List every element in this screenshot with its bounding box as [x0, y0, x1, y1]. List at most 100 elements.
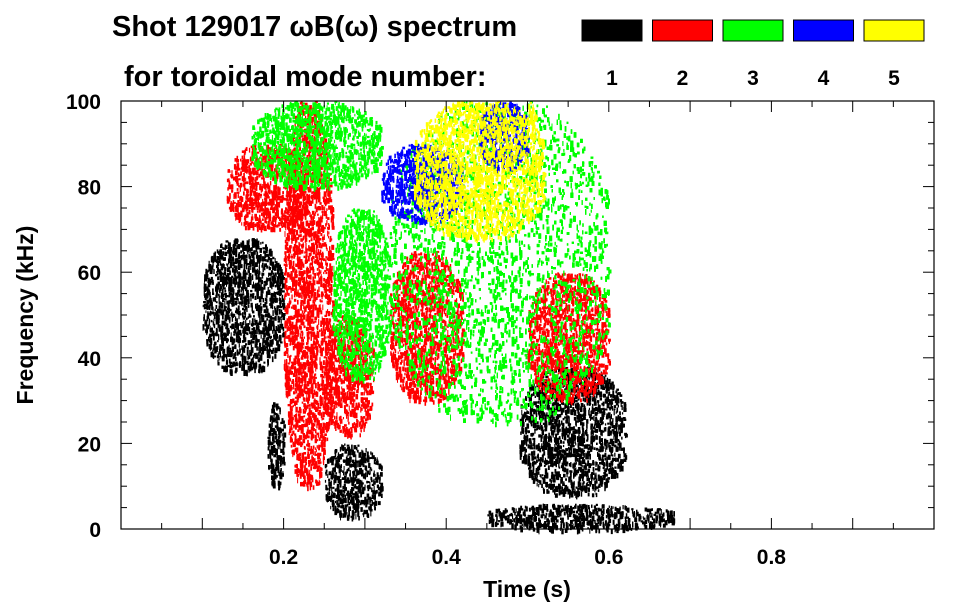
spectrum-point: [615, 426, 618, 433]
spectrum-point: [533, 401, 536, 405]
spectrum-point: [572, 448, 576, 454]
spectrum-point: [281, 275, 284, 279]
spectrum-point: [588, 409, 590, 416]
spectrum-point: [270, 460, 273, 465]
spectrum-point: [599, 446, 603, 452]
spectrum-point: [542, 447, 545, 452]
spectrum-point: [256, 222, 260, 228]
spectrum-point: [247, 270, 249, 273]
spectrum-point: [240, 264, 243, 269]
spectrum-point: [231, 176, 234, 179]
spectrum-point: [252, 147, 254, 152]
spectrum-point: [277, 195, 280, 201]
spectrum-point: [269, 154, 271, 157]
spectrum-point: [273, 404, 276, 408]
spectrum-point: [588, 392, 592, 396]
spectrum-point: [240, 182, 243, 188]
spectrum-point: [268, 343, 271, 347]
spectrum-point: [489, 513, 491, 516]
spectrum-point: [638, 518, 641, 522]
spectrum-point: [594, 381, 596, 386]
spectrum-point: [621, 405, 623, 411]
spectrum-point: [659, 517, 662, 522]
spectrum-point: [229, 361, 233, 365]
spectrum-point: [362, 490, 365, 495]
spectrum-point: [277, 455, 280, 458]
spectrum-point: [514, 524, 517, 527]
spectrum-point: [263, 340, 267, 344]
spectrum-point: [541, 474, 544, 477]
spectrum-point: [243, 345, 247, 348]
spectrum-point: [242, 363, 245, 368]
spectrum-point: [549, 453, 552, 457]
spectrum-point: [234, 370, 237, 374]
spectrum-point: [610, 468, 614, 475]
spectrum-point: [593, 525, 596, 528]
spectrum-point: [602, 516, 605, 521]
spectrum-point: [270, 300, 273, 306]
spectrum-point: [354, 459, 357, 465]
spectrum-point: [242, 246, 244, 252]
spectrum-point: [248, 313, 251, 318]
spectrum-point: [575, 429, 578, 434]
spectrum-point: [270, 427, 274, 433]
spectrum-point: [519, 450, 523, 455]
spectrum-point: [620, 428, 623, 434]
spectrum-point: [276, 452, 278, 459]
spectrum-point: [223, 354, 225, 359]
spectrum-point: [265, 306, 267, 313]
spectrum-point: [270, 221, 273, 225]
spectrum-point: [255, 282, 257, 289]
spectrum-point: [246, 198, 250, 202]
spectrum-point: [334, 453, 337, 458]
spectrum-point: [518, 511, 521, 517]
spectrum-point: [544, 426, 548, 432]
spectrum-point: [584, 467, 586, 470]
spectrum-point: [267, 221, 270, 224]
spectrum-point: [550, 369, 554, 372]
spectrum-point: [225, 295, 229, 298]
spectrum-point: [597, 521, 599, 525]
spectrum-point: [269, 282, 271, 288]
spectrum-point: [587, 492, 590, 497]
spectrum-point: [354, 477, 357, 482]
spectrum-point: [246, 240, 249, 244]
spectrum-point: [280, 468, 282, 472]
spectrum-point: [210, 319, 213, 323]
spectrum-point: [213, 318, 215, 321]
spectrum-point: [235, 202, 238, 209]
spectrum-point: [590, 481, 593, 485]
spectrum-point: [546, 414, 550, 418]
spectrum-point: [548, 483, 551, 489]
spectrum-point: [562, 441, 565, 444]
spectrum-point: [204, 295, 207, 301]
spectrum-point: [276, 328, 279, 332]
spectrum-point: [602, 394, 605, 397]
spectrum-point: [239, 182, 242, 189]
spectrum-point: [282, 333, 286, 337]
spectrum-point: [545, 523, 548, 529]
spectrum-point: [559, 439, 562, 444]
spectrum-point: [222, 277, 225, 281]
spectrum-point: [236, 163, 240, 169]
spectrum-point: [602, 382, 604, 388]
spectrum-point: [543, 417, 545, 421]
spectrum-point: [556, 513, 559, 518]
spectrum-point: [593, 477, 595, 481]
spectrum-point: [244, 337, 247, 342]
spectrum-point: [226, 300, 229, 305]
spectrum-point: [586, 483, 590, 487]
spectrum-point: [229, 193, 231, 199]
spectrum-point: [252, 274, 254, 281]
spectrum-point: [278, 337, 281, 342]
spectrum-point: [281, 225, 284, 228]
spectrum-point: [264, 217, 267, 224]
spectrum-point: [208, 260, 210, 266]
spectrum-point: [271, 284, 273, 290]
spectrum-point: [362, 463, 365, 468]
spectrum-point: [597, 489, 600, 492]
spectrum-point: [603, 379, 606, 384]
spectrum-point: [555, 416, 558, 419]
spectrum-point: [536, 444, 539, 450]
spectrum-point: [330, 505, 332, 510]
